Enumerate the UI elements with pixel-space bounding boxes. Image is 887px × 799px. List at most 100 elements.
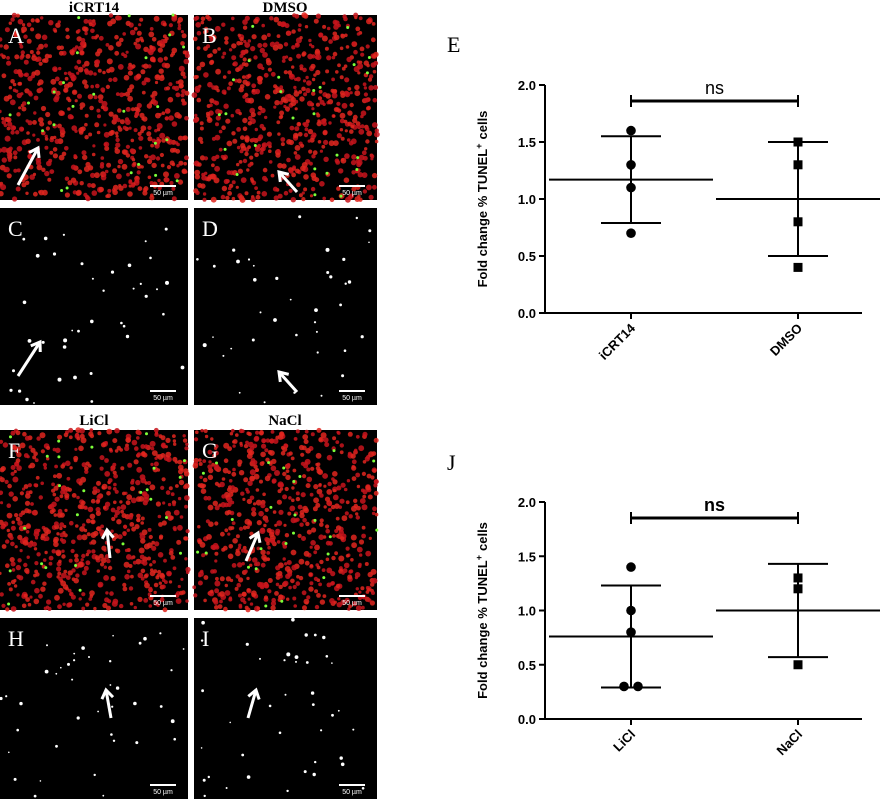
nucleus [52,66,58,72]
y-tick-label: 1.0 [518,192,536,207]
tunel-dot [322,635,326,640]
nucleus [148,31,155,38]
nucleus [142,560,148,566]
tunel-dot [201,689,205,693]
nucleus [44,53,50,59]
nucleus [238,543,242,547]
nucleus [247,163,252,168]
arrow-head [277,170,290,183]
nucleus [269,16,274,21]
nucleus [144,154,149,159]
data-point [626,228,636,238]
nucleus [0,109,2,114]
tunel-dot [182,648,185,650]
nucleus [163,56,168,61]
nucleus [126,494,133,501]
tunel-dot [292,480,296,483]
nucleus [172,439,177,443]
nucleus [254,186,258,191]
nucleus [302,79,307,83]
nucleus [263,523,267,528]
nucleus [221,89,227,95]
nucleus [162,501,166,505]
nucleus [202,192,207,196]
nucleus [64,76,69,81]
nucleus [134,446,139,451]
nucleus [146,103,153,109]
nucleus [74,45,79,49]
nucleus [273,195,279,201]
nucleus [242,75,246,79]
nucleus [294,154,301,160]
nucleus [351,505,357,512]
nucleus [353,49,358,55]
tunel-dot [232,78,235,82]
nucleus [373,490,379,496]
micrograph-bg [194,618,377,799]
data-point [793,262,803,272]
nucleus [151,545,157,551]
micrograph-bg [194,208,377,405]
nucleus [126,528,130,532]
nucleus [302,434,309,440]
nucleus [201,553,206,558]
nucleus [70,177,77,183]
nucleus [28,465,32,469]
nucleus [83,192,88,197]
nucleus [336,186,341,191]
nucleus [304,429,309,434]
nucleus [286,157,291,163]
nucleus [196,46,201,50]
nucleus [371,511,376,516]
nucleus [84,31,88,36]
tunel-dot [314,760,317,764]
column-title: DMSO [263,0,308,16]
nucleus [119,37,124,43]
nucleus [80,38,86,43]
nucleus [6,126,11,131]
nucleus [228,544,234,549]
nucleus [224,583,228,588]
nucleus [19,442,26,449]
nucleus [266,551,271,555]
nucleus [313,576,318,582]
nucleus [309,194,314,198]
nucleus [140,521,144,525]
tunel-dot [60,666,62,669]
nucleus [217,604,223,609]
nucleus [23,59,29,65]
nucleus [267,578,273,583]
nucleus [345,500,350,505]
nucleus [178,65,185,72]
y-label-end: cells [475,111,490,140]
nucleus [143,63,149,69]
nucleus [40,105,47,112]
nucleus [366,473,372,479]
nucleus [173,509,180,516]
nucleus [264,518,269,523]
nucleus [334,551,338,556]
nucleus [33,95,39,101]
nucleus [244,62,249,67]
tunel-dot [18,389,22,393]
nucleus [3,44,9,50]
nucleus [358,154,365,161]
nucleus [360,488,365,493]
tunel-dot [230,347,233,350]
nucleus [19,549,23,553]
nucleus [136,102,142,109]
nucleus [10,525,16,531]
nucleus [302,505,308,512]
nucleus [9,535,14,541]
nucleus [81,570,87,576]
nucleus [257,144,262,148]
nucleus [70,594,76,600]
tunel-dot [312,772,316,777]
nucleus [302,474,307,479]
nucleus [238,428,244,434]
nucleus [223,442,230,449]
nucleus [348,604,352,609]
nucleus [256,606,260,610]
nucleus [136,466,143,473]
tunel-dot [171,13,175,17]
